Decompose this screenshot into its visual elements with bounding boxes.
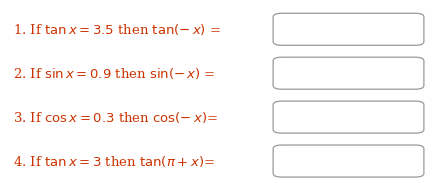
- FancyBboxPatch shape: [273, 145, 424, 177]
- Text: 2. If $\sin x = 0.9$ then $\sin(-\, x)$ =: 2. If $\sin x = 0.9$ then $\sin(-\, x)$ …: [13, 66, 215, 81]
- Text: 1. If $\tan x = 3.5$ then $\tan(-\, x)$ =: 1. If $\tan x = 3.5$ then $\tan(-\, x)$ …: [13, 22, 221, 37]
- FancyBboxPatch shape: [273, 13, 424, 45]
- Text: 3. If $\cos x = 0.3$ then $\cos(-\, x)$=: 3. If $\cos x = 0.3$ then $\cos(-\, x)$=: [13, 110, 218, 125]
- Text: 4. If $\tan x = 3$ then $\tan(\pi + x)$=: 4. If $\tan x = 3$ then $\tan(\pi + x)$=: [13, 154, 215, 169]
- FancyBboxPatch shape: [273, 57, 424, 89]
- FancyBboxPatch shape: [273, 101, 424, 133]
